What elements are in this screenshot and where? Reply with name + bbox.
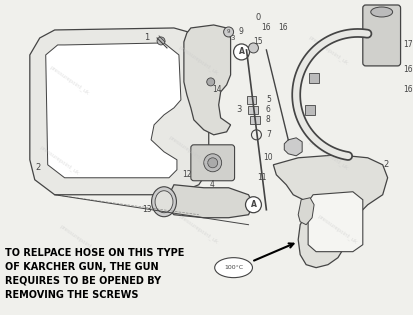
Text: 17: 17 [403, 40, 412, 49]
Text: 4: 4 [209, 180, 214, 189]
Text: 11: 11 [258, 173, 267, 182]
Text: 16: 16 [278, 23, 288, 32]
Polygon shape [46, 43, 181, 178]
Text: 0: 0 [256, 14, 261, 22]
FancyBboxPatch shape [191, 145, 235, 181]
Text: 16: 16 [261, 23, 271, 32]
Text: 6: 6 [266, 105, 271, 114]
Text: 13: 13 [142, 205, 152, 214]
Text: pressurepoint_uk: pressurepoint_uk [307, 34, 349, 66]
Text: 12: 12 [182, 170, 192, 179]
Text: 16: 16 [403, 66, 412, 74]
Text: 16: 16 [403, 85, 412, 94]
Circle shape [224, 27, 234, 37]
Polygon shape [30, 28, 209, 195]
Text: pressurepoint_uk: pressurepoint_uk [307, 139, 349, 171]
Polygon shape [164, 185, 254, 218]
Text: 2: 2 [35, 163, 40, 172]
Circle shape [245, 197, 261, 213]
Text: 10: 10 [263, 153, 273, 162]
Text: pressurepoint_uk: pressurepoint_uk [178, 44, 220, 76]
Text: 14: 14 [212, 85, 221, 94]
Text: 3: 3 [236, 105, 241, 114]
Text: 1: 1 [145, 33, 150, 43]
Bar [305, 105, 315, 115]
Text: 9: 9 [238, 27, 243, 37]
Bar [250, 116, 261, 124]
Text: 7: 7 [266, 130, 271, 139]
FancyBboxPatch shape [363, 5, 401, 66]
Bar [309, 73, 319, 83]
Text: A: A [239, 48, 244, 56]
Text: TO RELPACE HOSE ON THIS TYPE
OF KARCHER GUN, THE GUN
REQUIRES TO BE OPENED BY
RE: TO RELPACE HOSE ON THIS TYPE OF KARCHER … [5, 248, 184, 300]
Ellipse shape [155, 191, 173, 213]
Text: pressurepoint_uk: pressurepoint_uk [49, 64, 90, 96]
Text: A: A [251, 200, 256, 209]
Text: 100°C: 100°C [224, 265, 243, 270]
Circle shape [249, 43, 259, 53]
Bar [249, 106, 259, 114]
Text: 5: 5 [266, 95, 271, 104]
Text: pressurepoint_uk: pressurepoint_uk [178, 214, 220, 246]
Polygon shape [284, 138, 302, 156]
Polygon shape [308, 192, 363, 252]
Ellipse shape [371, 7, 393, 17]
Text: pressurepoint_uk: pressurepoint_uk [317, 214, 359, 246]
Text: pressurepoint_uk: pressurepoint_uk [168, 134, 210, 166]
Polygon shape [184, 25, 230, 135]
Text: 9: 9 [227, 30, 230, 34]
Circle shape [208, 158, 218, 168]
Polygon shape [273, 155, 388, 268]
Text: 15: 15 [254, 37, 263, 46]
Text: pressurepoint_uk: pressurepoint_uk [59, 224, 100, 255]
Circle shape [204, 154, 222, 172]
Circle shape [234, 44, 249, 60]
Text: pressurepoint_uk: pressurepoint_uk [39, 144, 81, 176]
Polygon shape [298, 198, 314, 225]
Circle shape [207, 78, 215, 86]
Ellipse shape [215, 258, 252, 278]
Bar [247, 96, 256, 104]
Ellipse shape [152, 187, 176, 217]
Circle shape [157, 37, 165, 45]
Text: 8: 8 [266, 115, 271, 124]
Text: 3: 3 [230, 35, 235, 41]
Text: 2: 2 [383, 160, 388, 169]
